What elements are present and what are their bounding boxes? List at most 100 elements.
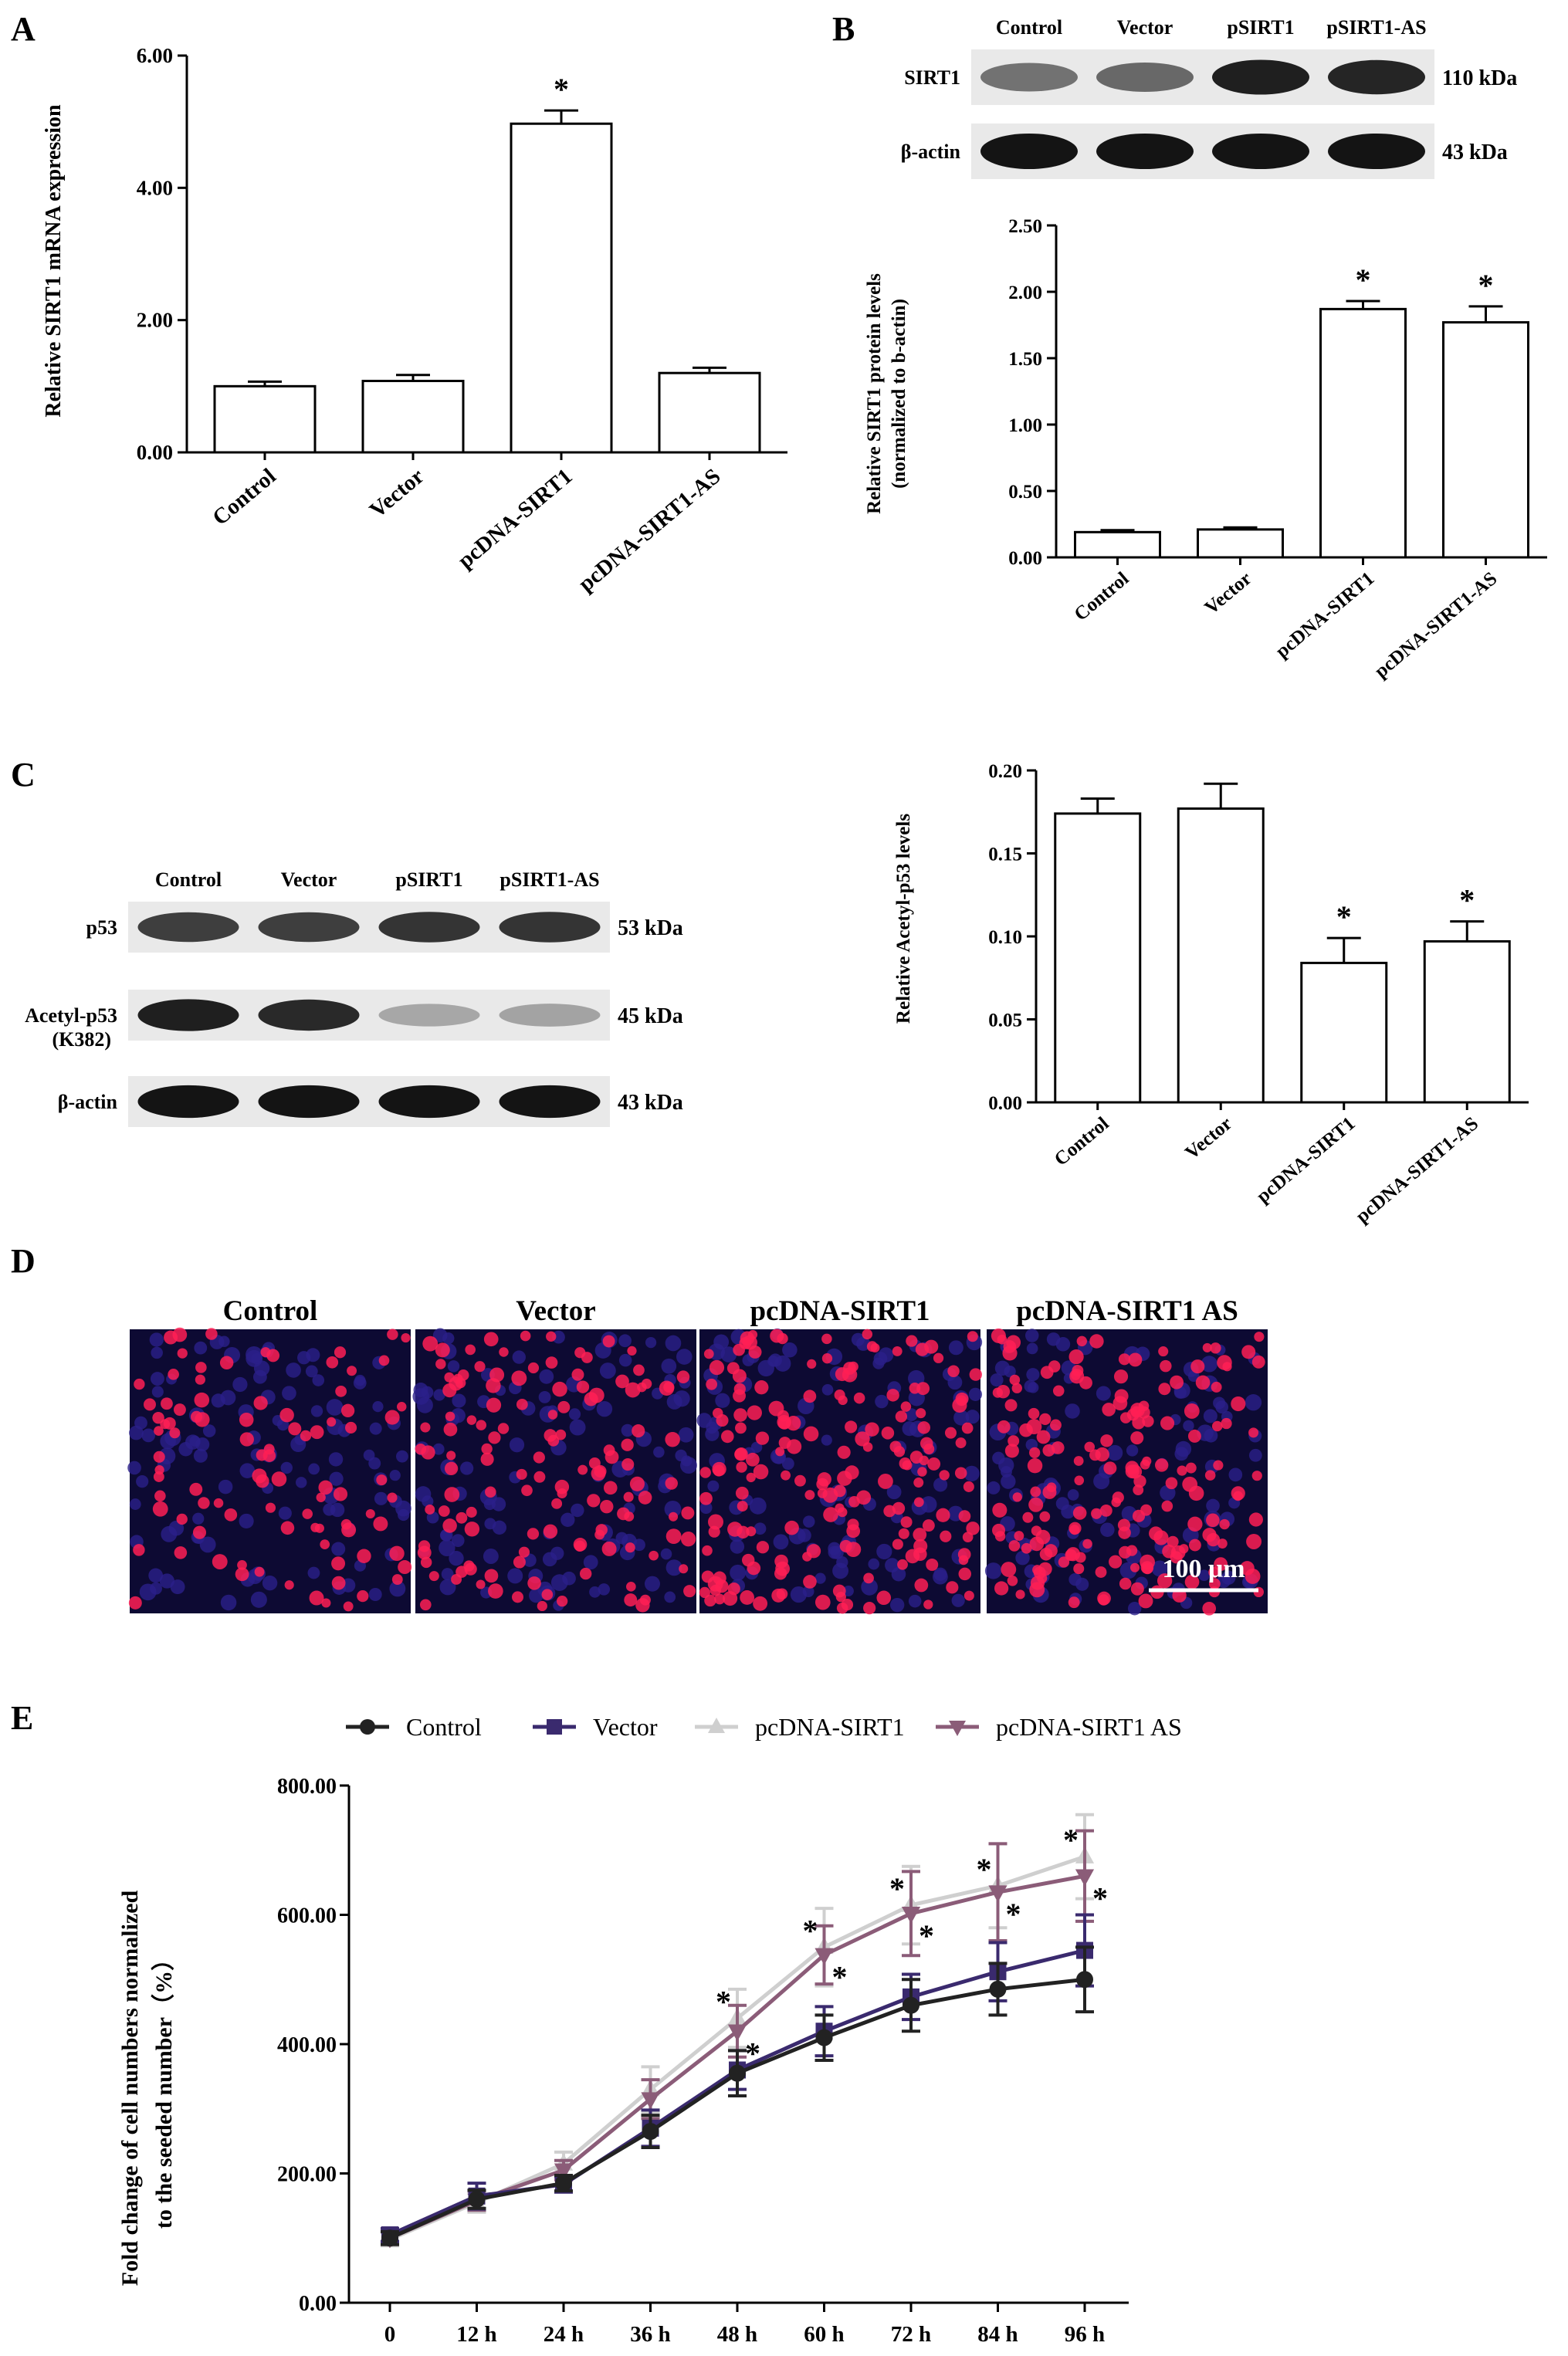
cell-red xyxy=(154,1465,164,1475)
nucleus-blue xyxy=(529,1588,544,1603)
cell-red xyxy=(747,1405,762,1420)
cell-red xyxy=(435,1342,450,1358)
significance-star: * xyxy=(1459,883,1475,918)
cell-red xyxy=(665,1477,678,1490)
cell-red xyxy=(841,1599,854,1611)
marker-triangle-down xyxy=(988,1885,1008,1903)
cell-red xyxy=(1187,1516,1203,1532)
cell-red xyxy=(803,1426,819,1442)
cell-red xyxy=(571,1368,584,1381)
cell-red xyxy=(1065,1547,1081,1562)
nucleus-blue xyxy=(246,1346,262,1363)
cell-red xyxy=(955,1437,967,1449)
blot-kda-label: 45 kDa xyxy=(618,1004,683,1028)
y-tick-label: 200.00 xyxy=(277,2163,337,2187)
cell-red xyxy=(316,1492,326,1502)
nucleus-blue xyxy=(645,1336,657,1349)
cell-red xyxy=(476,1579,486,1589)
blot-band xyxy=(137,912,239,943)
nucleus-blue xyxy=(483,1549,499,1564)
cell-red xyxy=(341,1522,357,1538)
marker-triangle-down xyxy=(949,1721,966,1736)
cell-red xyxy=(821,1353,833,1364)
bar xyxy=(1074,530,1161,559)
cell-red xyxy=(926,1558,939,1571)
nucleus-blue xyxy=(307,1566,320,1579)
cell-red xyxy=(310,1425,324,1440)
cell-red xyxy=(483,1332,499,1347)
panel-label-a: A xyxy=(11,10,36,48)
cell-red xyxy=(1187,1429,1201,1443)
nucleus-blue xyxy=(305,1365,318,1378)
cell-red xyxy=(161,1397,173,1410)
category-label: pcDNA-SIRT1-AS xyxy=(574,464,725,597)
cell-red xyxy=(195,1374,205,1385)
cell-red xyxy=(465,1344,476,1356)
cell-red xyxy=(318,1480,333,1495)
cell-red xyxy=(892,1346,903,1356)
cell-red xyxy=(1014,1531,1024,1541)
chart-b-ylabel-2: (normalized to b-actin) xyxy=(889,299,909,489)
cell-red xyxy=(256,1474,269,1488)
cell-red xyxy=(1095,1566,1107,1578)
nucleus-blue xyxy=(1201,1356,1217,1373)
nucleus-blue xyxy=(821,1384,834,1396)
cell-red xyxy=(713,1407,723,1419)
nucleus-blue xyxy=(202,1424,216,1437)
cell-red xyxy=(913,1528,927,1542)
cell-red xyxy=(679,1564,689,1574)
nucleus-blue xyxy=(1026,1342,1038,1355)
x-tick-label: 0 xyxy=(384,2322,396,2347)
nucleus-blue xyxy=(773,1534,789,1550)
cell-red xyxy=(1211,1420,1223,1432)
cell-red xyxy=(753,1464,769,1480)
y-tick-label: 2.00 xyxy=(1008,283,1042,303)
cell-red xyxy=(913,1497,924,1508)
cell-red xyxy=(1213,1460,1224,1471)
cell-red xyxy=(992,1502,1008,1518)
cell-red xyxy=(1208,1566,1220,1578)
cell-red xyxy=(177,1348,188,1359)
nucleus-blue xyxy=(696,1413,713,1428)
nucleus-blue xyxy=(250,1591,267,1608)
cell-red xyxy=(194,1392,210,1408)
blot-band xyxy=(258,912,360,943)
legend-entry: pcDNA-SIRT1 xyxy=(695,1713,905,1741)
cell-red xyxy=(778,1437,791,1449)
cell-red xyxy=(817,1472,831,1487)
cell-red xyxy=(863,1572,874,1584)
cell-red xyxy=(195,1362,207,1373)
cell-red xyxy=(1011,1383,1022,1393)
cell-red xyxy=(794,1474,806,1487)
cell-red xyxy=(835,1367,849,1382)
cell-red xyxy=(579,1567,592,1580)
cell-red xyxy=(1112,1491,1124,1504)
legend-label: Control xyxy=(406,1713,482,1741)
blot-band xyxy=(1328,59,1425,95)
nucleus-blue xyxy=(151,1346,163,1359)
cell-red xyxy=(527,1576,541,1590)
y-tick-label: 2.00 xyxy=(137,309,173,332)
nucleus-blue xyxy=(507,1568,523,1584)
cell-red xyxy=(886,1389,899,1402)
nucleus-blue xyxy=(398,1508,410,1522)
cell-red xyxy=(331,1576,346,1590)
cell-red xyxy=(1202,1528,1217,1542)
cell-red xyxy=(1021,1542,1032,1554)
micrograph-title: Vector xyxy=(516,1295,595,1327)
cell-red xyxy=(280,1521,295,1535)
cell-red xyxy=(256,1449,268,1461)
marker-triangle-down xyxy=(641,2092,660,2110)
nucleus-blue xyxy=(1028,1382,1039,1393)
nucleus-blue xyxy=(218,1335,230,1348)
cell-red xyxy=(916,1408,926,1419)
bar xyxy=(361,379,465,454)
bar xyxy=(1197,528,1284,559)
blot-kda-label: 43 kDa xyxy=(1442,140,1508,164)
cell-red xyxy=(669,1511,679,1522)
nucleus-blue xyxy=(539,1369,554,1384)
marker-circle xyxy=(903,1996,919,2014)
cell-red xyxy=(913,1478,924,1488)
cell-red xyxy=(588,1387,605,1403)
y-tick-label: 0.00 xyxy=(299,2292,337,2316)
